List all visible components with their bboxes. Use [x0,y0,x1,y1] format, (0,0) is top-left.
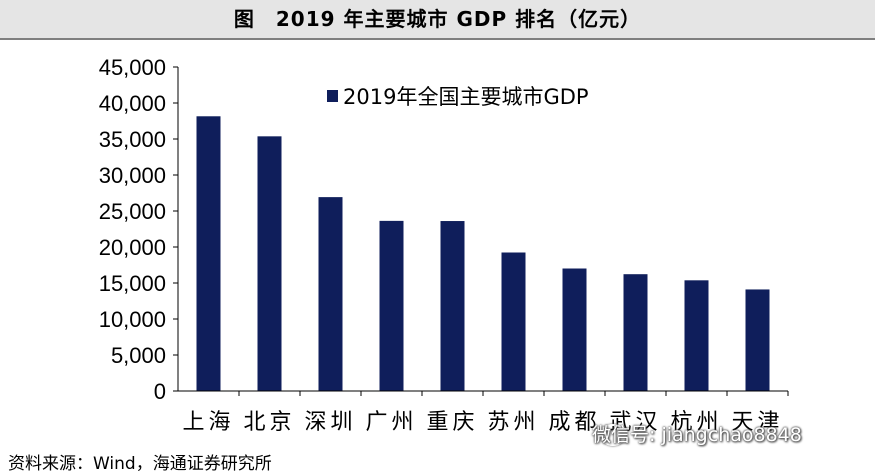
x-category-label: 成都 [548,410,600,435]
x-category-label: 北京 [243,410,295,435]
y-tick-label: 15,000 [99,271,166,296]
bar [379,220,404,391]
bar [196,116,221,391]
bar [623,274,648,391]
bar [562,268,587,391]
x-category-label: 广州 [365,410,417,435]
y-tick-label: 20,000 [99,235,166,260]
legend: 2019年全国主要城市GDP [327,85,589,109]
x-category-label: 深圳 [304,410,356,435]
watermark: 微信号: jiangchao8848 [592,424,802,446]
x-axis-labels: 上海 北京 深圳 广州 重庆 苏州 成都 武汉 杭州 天津 [182,391,789,435]
bar [318,197,343,391]
y-axis-ticks: 0 5,000 10,000 15,000 20,000 25,000 30,000 35,0… [99,55,178,404]
bar [440,221,465,391]
bars [196,116,770,391]
y-tick-label: 0 [154,379,166,404]
x-category-label: 天津 [731,410,783,435]
bar-chart: 0 5,000 10,000 15,000 20,000 25,000 30,000 35,0… [99,55,789,435]
legend-swatch [327,90,338,102]
bar [501,252,526,391]
y-tick-label: 45,000 [99,55,166,80]
y-tick-label: 40,000 [99,91,166,116]
x-category-label: 重庆 [426,410,478,435]
legend-label: 2019年全国主要城市GDP [343,85,589,109]
y-tick-label: 25,000 [99,199,166,224]
source-note: 资料来源：Wind，海通证券研究所 [8,454,272,474]
title-bar: 图 2019 年主要城市 GDP 排名（亿元） [0,0,875,40]
y-tick-label: 10,000 [99,307,166,332]
y-tick-label: 5,000 [111,343,166,368]
y-tick-label: 30,000 [99,163,166,188]
wechat-icon [600,424,626,446]
bar [257,136,282,391]
x-category-label: 上海 [182,410,234,435]
page-title: 图 2019 年主要城市 GDP 排名（亿元） [233,7,642,31]
x-category-label: 杭州 [670,410,722,435]
x-category-label: 苏州 [487,410,539,435]
y-tick-label: 35,000 [99,127,166,152]
bar [745,289,770,391]
bar [684,280,709,391]
